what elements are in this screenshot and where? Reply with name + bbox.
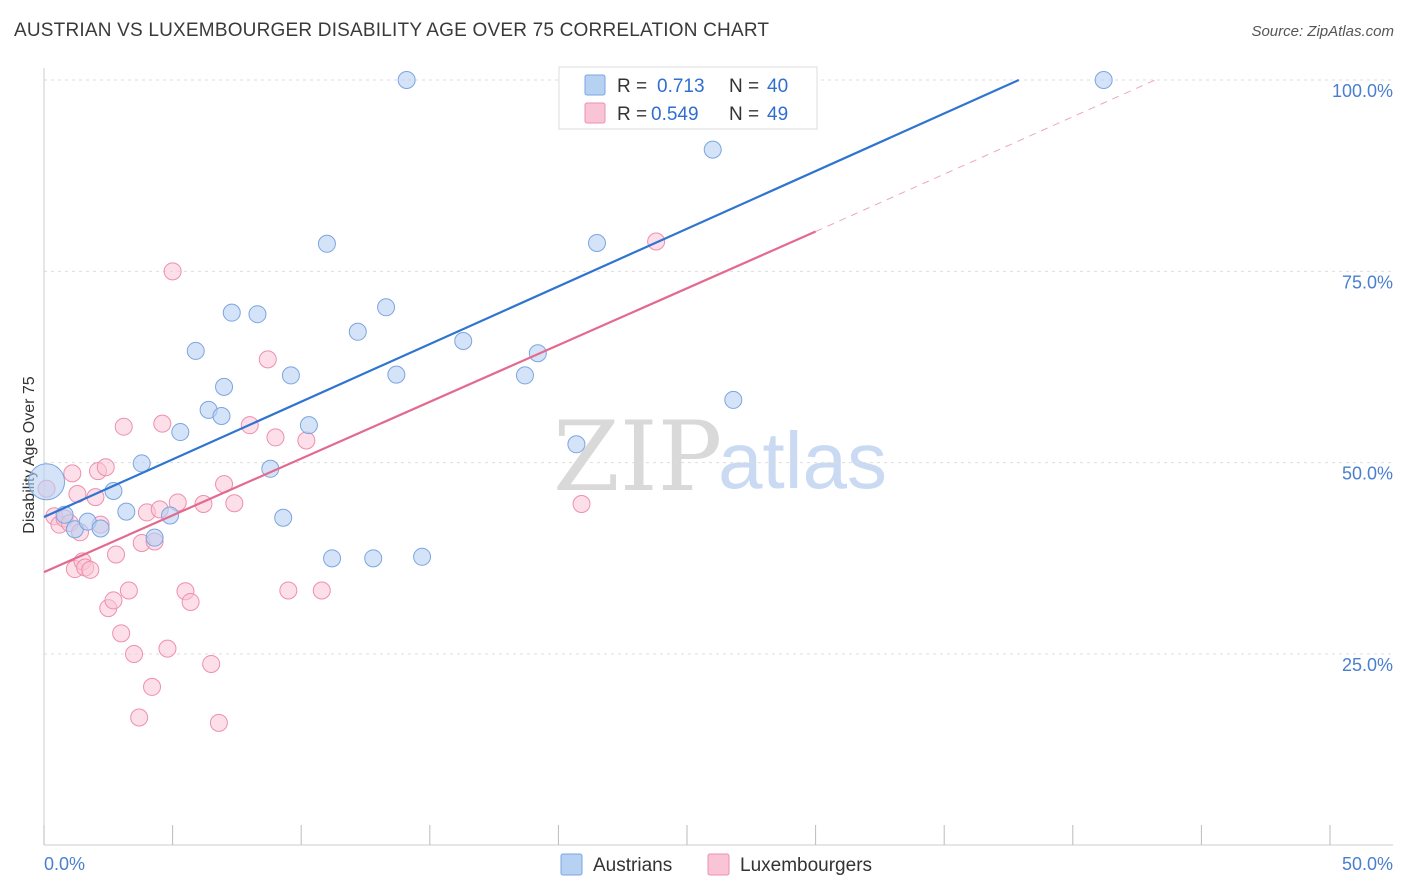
data-point-austrians xyxy=(117,502,136,521)
chart-title: AUSTRIAN VS LUXEMBOURGER DISABILITY AGE … xyxy=(14,20,770,41)
data-point-austrians xyxy=(212,406,231,425)
data-point-luxembourgers xyxy=(266,428,285,447)
data-point-luxembourgers xyxy=(258,350,277,369)
data-point-luxembourgers xyxy=(572,494,591,513)
watermark-atlas: atlas xyxy=(718,416,887,505)
data-point-austrians xyxy=(397,71,416,89)
data-point-austrians xyxy=(186,341,205,360)
data-point-luxembourgers xyxy=(225,494,244,513)
data-point-austrians xyxy=(171,423,190,442)
axes xyxy=(43,68,1393,846)
data-point-austrians xyxy=(454,331,473,350)
trend-line-luxembourgers-extension xyxy=(815,79,1156,232)
data-point-austrians xyxy=(587,234,606,253)
data-point-austrians xyxy=(248,305,267,324)
data-point-austrians xyxy=(724,390,743,409)
x-tick-label: 50.0% xyxy=(1342,854,1393,874)
data-point-austrians xyxy=(215,377,234,396)
legend-n-value-austrians: 40 xyxy=(767,76,788,97)
source-label: Source: ZipAtlas.com xyxy=(1251,23,1394,40)
data-point-austrians xyxy=(222,303,241,322)
data-point-austrians xyxy=(413,547,432,566)
data-point-luxembourgers xyxy=(130,708,149,727)
bottom-legend-label-luxembourgers: Luxembourgers xyxy=(740,855,872,876)
data-point-austrians xyxy=(28,463,66,501)
legend-n-label-austrians: N = xyxy=(729,76,759,97)
data-point-luxembourgers xyxy=(158,639,177,658)
bottom-legend-swatch-austrians xyxy=(560,853,583,876)
data-point-austrians xyxy=(132,454,151,473)
trend-line-luxembourgers xyxy=(43,230,817,574)
data-point-luxembourgers xyxy=(297,431,316,450)
data-point-luxembourgers xyxy=(107,545,126,564)
y-axis-label: Disability Age Over 75 xyxy=(21,376,38,534)
bottom-legend-swatch-luxembourgers xyxy=(707,853,730,876)
x-tick-label: 0.0% xyxy=(44,854,85,874)
data-point-luxembourgers xyxy=(119,581,138,600)
data-point-luxembourgers xyxy=(114,417,133,436)
data-point-luxembourgers xyxy=(125,645,144,663)
legend-r-value-luxembourgers: 0.549 xyxy=(651,104,699,125)
data-point-austrians xyxy=(317,234,336,253)
x-tick-labels: 0.0% 50.0% xyxy=(44,854,1393,874)
data-point-austrians xyxy=(274,508,293,527)
data-point-austrians xyxy=(703,140,722,159)
data-point-luxembourgers xyxy=(163,262,182,281)
data-point-luxembourgers xyxy=(279,581,298,600)
legend-r-label-luxembourgers: R = xyxy=(617,104,647,125)
y-tick-label: 25.0% xyxy=(1342,655,1393,675)
series-legend: Austrians Luxembourgers xyxy=(560,853,872,876)
legend-swatch-austrians xyxy=(584,74,606,96)
trend-line-austrians xyxy=(43,78,1020,519)
legend-swatch-luxembourgers xyxy=(584,102,606,124)
data-point-luxembourgers xyxy=(112,624,131,643)
legend-r-label-austrians: R = xyxy=(617,76,647,97)
trend-lines xyxy=(43,78,1156,574)
data-point-austrians xyxy=(515,366,534,385)
y-tick-label: 100.0% xyxy=(1332,81,1393,101)
bottom-legend-label-austrians: Austrians xyxy=(593,855,672,876)
y-tick-label: 50.0% xyxy=(1342,464,1393,484)
y-tick-label: 75.0% xyxy=(1342,272,1393,292)
data-point-luxembourgers xyxy=(153,414,172,433)
data-point-austrians xyxy=(281,366,300,385)
data-point-luxembourgers xyxy=(202,654,221,673)
data-point-austrians xyxy=(348,322,367,341)
data-point-luxembourgers xyxy=(81,560,100,579)
data-point-luxembourgers xyxy=(63,464,82,483)
data-point-austrians xyxy=(377,298,396,317)
data-point-austrians xyxy=(91,519,110,538)
data-point-luxembourgers xyxy=(209,713,228,732)
watermark-zip: ZIP xyxy=(553,401,722,513)
data-point-austrians xyxy=(299,416,318,435)
data-point-austrians xyxy=(1094,71,1113,89)
data-point-luxembourgers xyxy=(181,592,200,611)
data-point-luxembourgers xyxy=(143,677,162,696)
legend-n-label-luxembourgers: N = xyxy=(729,104,759,125)
data-point-austrians xyxy=(567,435,586,454)
data-point-austrians xyxy=(364,549,383,568)
data-point-luxembourgers xyxy=(104,591,123,610)
data-point-austrians xyxy=(145,528,164,547)
correlation-legend: R = 0.713 N = 40 R = 0.549 N = 49 xyxy=(558,66,818,130)
data-point-luxembourgers xyxy=(312,581,331,600)
legend-n-value-luxembourgers: 49 xyxy=(767,104,788,125)
y-tick-labels: 25.0% 50.0% 75.0% 100.0% xyxy=(1332,81,1393,675)
data-point-luxembourgers xyxy=(96,458,115,477)
grid xyxy=(44,79,1393,655)
data-point-austrians xyxy=(387,365,406,384)
data-point-austrians xyxy=(323,549,342,568)
legend-r-value-austrians: 0.713 xyxy=(657,76,705,97)
